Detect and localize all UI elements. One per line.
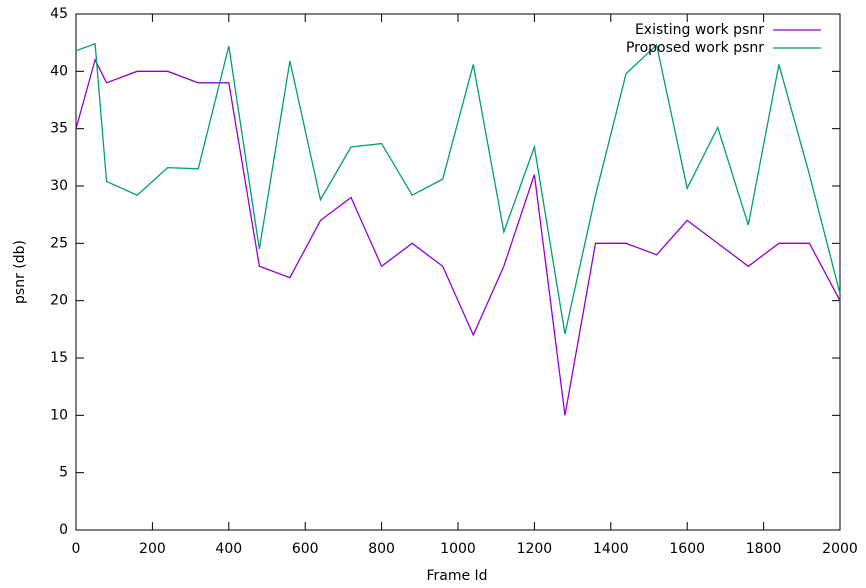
- y-tick-label: 45: [50, 6, 68, 22]
- x-tick-label: 1400: [593, 541, 629, 557]
- y-tick-label: 5: [59, 465, 68, 481]
- y-tick-label: 0: [59, 522, 68, 538]
- y-tick-label: 35: [50, 121, 68, 137]
- x-tick-label: 0: [72, 541, 81, 557]
- x-tick-label: 600: [292, 541, 319, 557]
- y-axis-label: psnr (db): [12, 240, 28, 304]
- x-tick-label: 1600: [669, 541, 705, 557]
- x-tick-label: 1800: [746, 541, 782, 557]
- x-axis-label: Frame Id: [426, 568, 487, 584]
- plot-border: [75, 13, 841, 531]
- series-line: [75, 42, 841, 335]
- x-tick-label: 200: [139, 541, 166, 557]
- y-tick-label: 30: [50, 178, 68, 194]
- legend-label: Existing work psnr: [635, 22, 764, 38]
- y-tick-label: 10: [50, 407, 68, 423]
- x-tick-label: 1000: [440, 541, 476, 557]
- y-tick-label: 15: [50, 350, 68, 366]
- legend-label: Proposed work psnr: [626, 40, 764, 56]
- series-line: [75, 58, 841, 416]
- y-tick-label: 20: [50, 293, 68, 309]
- x-tick-label: 400: [215, 541, 242, 557]
- x-tick-label: 800: [368, 541, 395, 557]
- x-tick-label: 2000: [822, 541, 858, 557]
- x-tick-label: 1200: [517, 541, 553, 557]
- y-tick-label: 25: [50, 235, 68, 251]
- y-tick-label: 40: [50, 63, 68, 79]
